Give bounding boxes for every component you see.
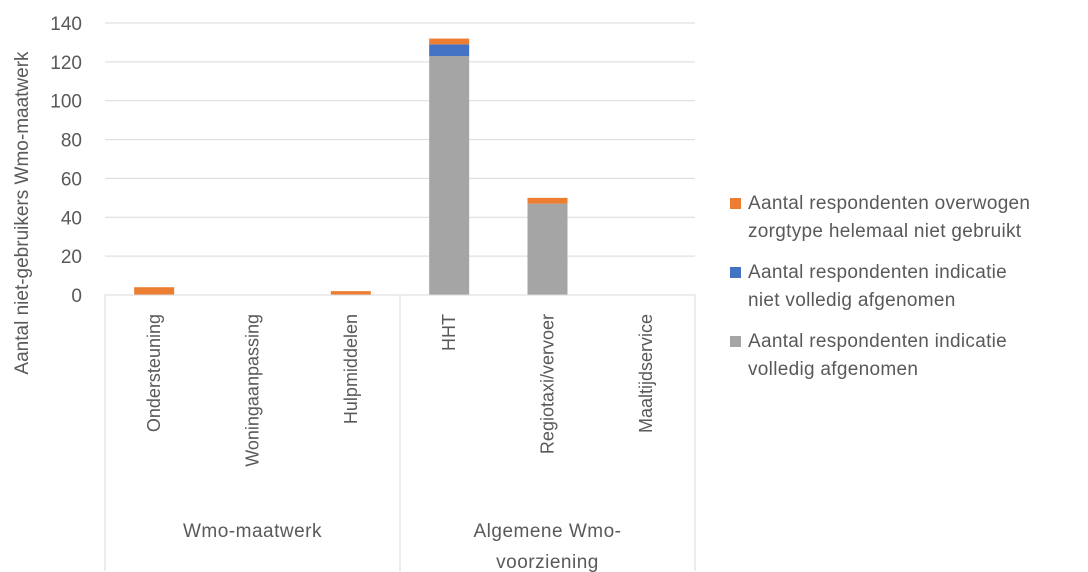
legend-label: niet volledig afgenomen [748,290,956,311]
legend-swatch [730,198,741,209]
bar-segment [527,203,568,295]
bar-segment [330,291,371,295]
legend-swatch [730,267,741,278]
legend-label: Aantal respondenten overwogen [748,193,1031,214]
bar-segment [134,287,175,295]
legend-label: Aantal respondenten indicatie [748,262,1008,283]
group-label: Wmo-maatwerk [183,521,322,542]
legend-item: Aantal respondenten overwogen zorgtype he… [728,190,1083,246]
y-tick-label: 100 [50,92,82,113]
y-axis-title: Aantal niet-gebruikers Wmo-maatwerk [12,51,33,375]
bar-segment [527,197,568,204]
y-tick-label: 0 [71,286,82,307]
y-tick-label: 80 [61,131,82,152]
legend-item: Aantal respondenten indicatie niet volled… [728,259,1083,315]
y-tick-label: 40 [61,208,82,229]
x-tick-label: HHT [439,314,459,351]
legend-swatch [730,336,741,347]
x-tick-label: Regiotaxi/vervoer [538,314,558,454]
legend-label: Aantal respondenten indicatie [748,331,1008,352]
y-tick-label: 120 [50,53,82,74]
bar-segment [429,56,470,296]
legend-item: Aantal respondenten indicatie volledig af… [728,328,1083,384]
legend-label: zorgtype helemaal niet gebruikt [748,221,1022,242]
x-tick-label: Hulpmiddelen [341,314,361,424]
group-label: Algemene Wmo- [474,521,622,542]
y-tick-label: 60 [61,169,82,190]
y-tick-label: 20 [61,247,82,268]
x-tick-label: Ondersteuning [144,314,164,432]
legend: Aantal respondenten overwogen zorgtype he… [728,190,1083,397]
group-label: voorziening [496,552,599,572]
x-tick-label: Woningaanpassing [243,314,263,467]
legend-label: volledig afgenomen [748,359,919,380]
x-tick-label: Maaltijdservice [636,314,656,433]
y-tick-label: 140 [50,14,82,35]
bar-segment [429,38,470,45]
bar-segment [429,44,470,57]
